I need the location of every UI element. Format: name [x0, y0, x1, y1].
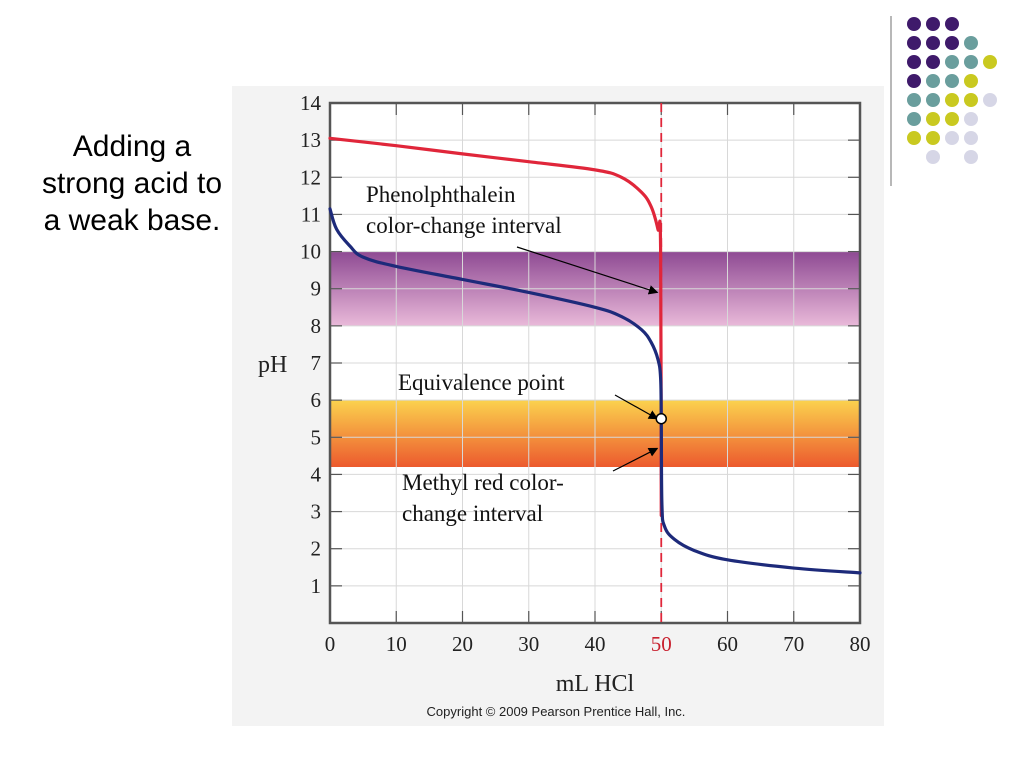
- annotation-methyl-arrow: [612, 447, 659, 472]
- strong-base-curve: [328, 136, 663, 517]
- y-tick-label: 14: [300, 91, 322, 115]
- annotation-methyl-line: change interval: [402, 501, 543, 526]
- deco-dot: [907, 93, 921, 107]
- annotation-methyl-line: Methyl red color-: [402, 470, 564, 495]
- deco-dot: [907, 112, 921, 126]
- deco-dot: [945, 55, 959, 69]
- deco-dot: [964, 112, 978, 126]
- copyright-notice: Copyright © 2009 Pearson Prentice Hall, …: [426, 704, 686, 719]
- x-tick-label: 40: [585, 632, 606, 656]
- chart-panel: 1 2 3 4 5 6 7 8 9 10 11 12 13 14 0 10 20 30 40 50 60 70 80 Phe…: [232, 86, 884, 726]
- annotation-equiv-arrow: [614, 394, 659, 420]
- x-tick-label: 80: [850, 632, 871, 656]
- x-axis-label: mL HCl: [556, 671, 635, 697]
- y-tick-label: 7: [311, 351, 322, 375]
- deco-dot: [926, 112, 940, 126]
- deco-dot: [945, 131, 959, 145]
- deco-dot: [926, 131, 940, 145]
- annotation-phenol-line: color-change interval: [366, 213, 562, 238]
- x-tick-label: 50: [651, 632, 672, 656]
- annotation-phenol-arrow: [516, 246, 659, 295]
- y-tick-label: 12: [300, 165, 321, 189]
- y-tick-label: 1: [311, 574, 322, 598]
- deco-dot: [926, 93, 940, 107]
- y-tick-label: 3: [311, 500, 322, 524]
- deco-dot: [945, 93, 959, 107]
- x-tick-label: 70: [783, 632, 804, 656]
- y-tick-label: 8: [311, 314, 322, 338]
- deco-dot: [983, 55, 997, 69]
- decorative-dot-grid: [890, 16, 997, 186]
- equivalence-point-marker: [655, 412, 667, 425]
- x-tick-label: 10: [386, 632, 407, 656]
- deco-dot: [964, 74, 978, 88]
- annotation-phenol-line: Phenolphthalein: [366, 182, 516, 207]
- deco-dot: [964, 55, 978, 69]
- weak-base-curve: [328, 207, 862, 575]
- deco-dot: [926, 74, 940, 88]
- deco-dot: [907, 55, 921, 69]
- y-tick-label: 13: [300, 128, 321, 152]
- deco-dot: [907, 36, 921, 50]
- deco-dot: [964, 93, 978, 107]
- y-tick-label: 2: [311, 537, 322, 561]
- y-tick-label: 9: [311, 277, 322, 301]
- deco-dot: [907, 74, 921, 88]
- annotation-equiv-line: Equivalence point: [398, 370, 565, 395]
- deco-dot: [964, 131, 978, 145]
- slide-title: Adding a strong acid to a weak base.: [41, 130, 223, 237]
- deco-dot: [945, 112, 959, 126]
- deco-dot: [926, 17, 940, 31]
- deco-dot: [964, 36, 978, 50]
- x-tick-label: 30: [518, 632, 539, 656]
- y-tick-label: 5: [311, 425, 322, 449]
- y-tick-label: 4: [311, 462, 322, 486]
- y-tick-label: 6: [311, 388, 322, 412]
- y-axis-label: pH: [258, 352, 287, 378]
- deco-dot: [945, 74, 959, 88]
- deco-dot: [945, 17, 959, 31]
- x-tick-label: 20: [452, 632, 473, 656]
- deco-dot: [907, 131, 921, 145]
- deco-dot: [945, 36, 959, 50]
- deco-dot: [926, 150, 940, 164]
- deco-dot: [964, 150, 978, 164]
- deco-dot: [907, 17, 921, 31]
- y-tick-label: 10: [300, 240, 321, 264]
- deco-dot: [983, 93, 997, 107]
- deco-dot: [926, 36, 940, 50]
- deco-dot: [926, 55, 940, 69]
- y-tick-label: 11: [301, 202, 321, 226]
- x-tick-label: 0: [325, 632, 336, 656]
- x-tick-label: 60: [717, 632, 738, 656]
